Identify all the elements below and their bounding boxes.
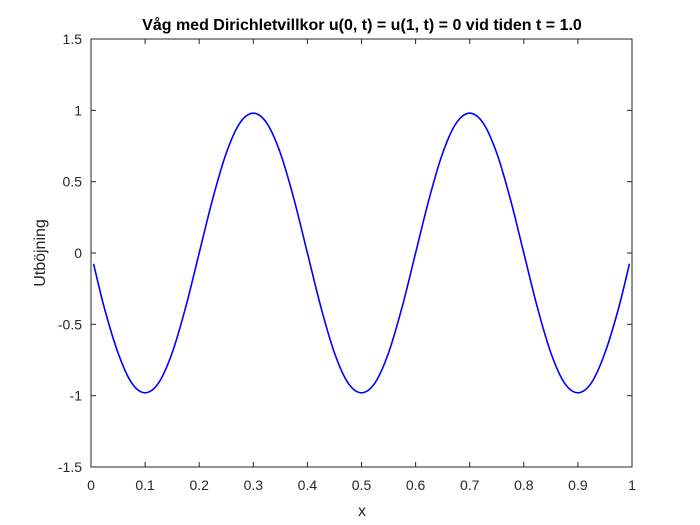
x-tick-label: 0.9 — [568, 477, 588, 493]
y-tick-label: 1.5 — [63, 31, 83, 47]
x-tick-label: 1 — [628, 477, 636, 493]
ticks: 0 0.1 0.2 0.3 0.4 0.5 0.6 0.7 0.8 0.9 1 1.5 1 0.5 0 -0.… — [58, 31, 636, 493]
x-axis-label: x — [358, 503, 366, 520]
x-tick-label: 0.3 — [244, 477, 264, 493]
x-tick-label: 0.6 — [406, 477, 426, 493]
chart-title: Våg med Dirichletvillkor u(0, t) = u(1, … — [142, 16, 582, 34]
x-tick-label: 0.8 — [514, 477, 534, 493]
x-tick-label: 0.7 — [460, 477, 480, 493]
plot-area — [91, 39, 632, 467]
x-tick-label: 0.5 — [352, 477, 372, 493]
y-tick-label: 0.5 — [63, 174, 83, 190]
marks — [92, 112, 631, 394]
y-tick-label: -1.5 — [58, 459, 82, 475]
y-tick-label: 0 — [74, 245, 82, 261]
x-tick-label: 0.2 — [189, 477, 209, 493]
x-tick-label: 0.1 — [135, 477, 155, 493]
y-tick-label: -0.5 — [58, 316, 82, 332]
y-axis-label: Utböjning — [32, 219, 49, 287]
y-tick-label: 1 — [74, 102, 82, 118]
y-tick-label: -1 — [70, 388, 83, 404]
x-tick-label: 0.4 — [298, 477, 318, 493]
x-tick-label: 0 — [87, 477, 95, 493]
series-line — [92, 112, 631, 394]
